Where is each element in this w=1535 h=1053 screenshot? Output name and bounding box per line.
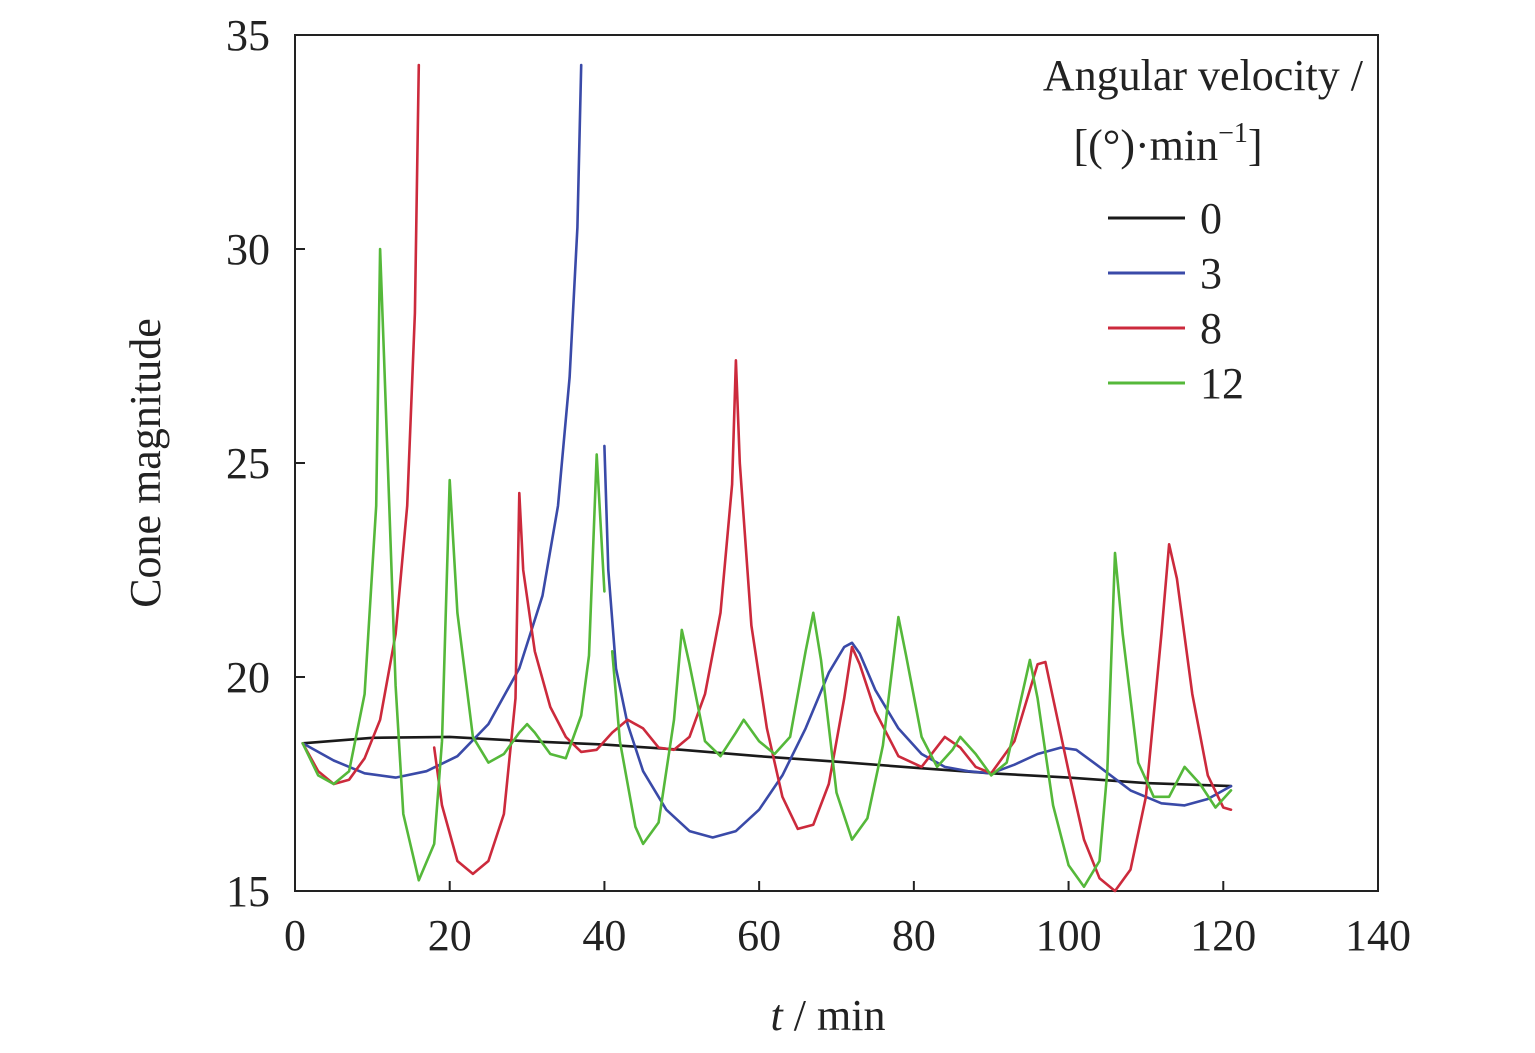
series-layer bbox=[301, 63, 1233, 893]
series-12-segment-2 bbox=[610, 551, 1233, 889]
series-3-segment-2 bbox=[603, 444, 1233, 839]
x-axis-unit: / min bbox=[783, 991, 886, 1040]
legend-title-unit-end: ] bbox=[1248, 121, 1263, 170]
y-tick-label-20: 20 bbox=[226, 653, 270, 702]
x-tick-label-140: 140 bbox=[1345, 911, 1411, 960]
series-3-segment-1 bbox=[301, 63, 583, 779]
y-tick-label-35: 35 bbox=[226, 11, 270, 60]
legend: Angular velocity / [(°)·min−1] 0 3 8 12 bbox=[1043, 51, 1364, 408]
legend-label-8: 8 bbox=[1200, 304, 1222, 353]
series-line-0 bbox=[301, 735, 1233, 788]
legend-title-line-2: [(°)·min−1] bbox=[1073, 118, 1262, 170]
legend-title-unit-base: [(°)·min bbox=[1073, 121, 1218, 170]
x-tick-label-100: 100 bbox=[1036, 911, 1102, 960]
series-12-segment-1 bbox=[301, 247, 606, 882]
series-line-8 bbox=[301, 63, 1233, 893]
legend-title-unit-exponent: −1 bbox=[1218, 118, 1248, 149]
series-line-3 bbox=[301, 63, 1233, 839]
legend-label-3: 3 bbox=[1200, 249, 1222, 298]
series-8-segment-1 bbox=[301, 63, 421, 786]
series-0-segment-1 bbox=[301, 735, 1233, 788]
legend-entries: 0 3 8 12 bbox=[1108, 194, 1244, 408]
x-axis-title: t / min bbox=[771, 991, 886, 1040]
legend-title-line-1: Angular velocity / bbox=[1043, 51, 1364, 100]
y-tick-label-15: 15 bbox=[226, 867, 270, 916]
series-line-12 bbox=[301, 247, 1233, 889]
x-tick-label-40: 40 bbox=[582, 911, 626, 960]
x-tick-label-120: 120 bbox=[1190, 911, 1256, 960]
x-tick-label-80: 80 bbox=[892, 911, 936, 960]
y-axis-title: Cone magnitude bbox=[121, 318, 170, 608]
legend-label-12: 12 bbox=[1200, 359, 1244, 408]
x-tick-label-20: 20 bbox=[428, 911, 472, 960]
series-8-segment-2 bbox=[432, 358, 1233, 893]
y-tick-label-25: 25 bbox=[226, 439, 270, 488]
x-tick-label-0: 0 bbox=[284, 911, 306, 960]
legend-label-0: 0 bbox=[1200, 194, 1222, 243]
x-tick-label-60: 60 bbox=[737, 911, 781, 960]
y-tick-label-30: 30 bbox=[226, 225, 270, 274]
x-axis-variable: t bbox=[771, 991, 785, 1040]
